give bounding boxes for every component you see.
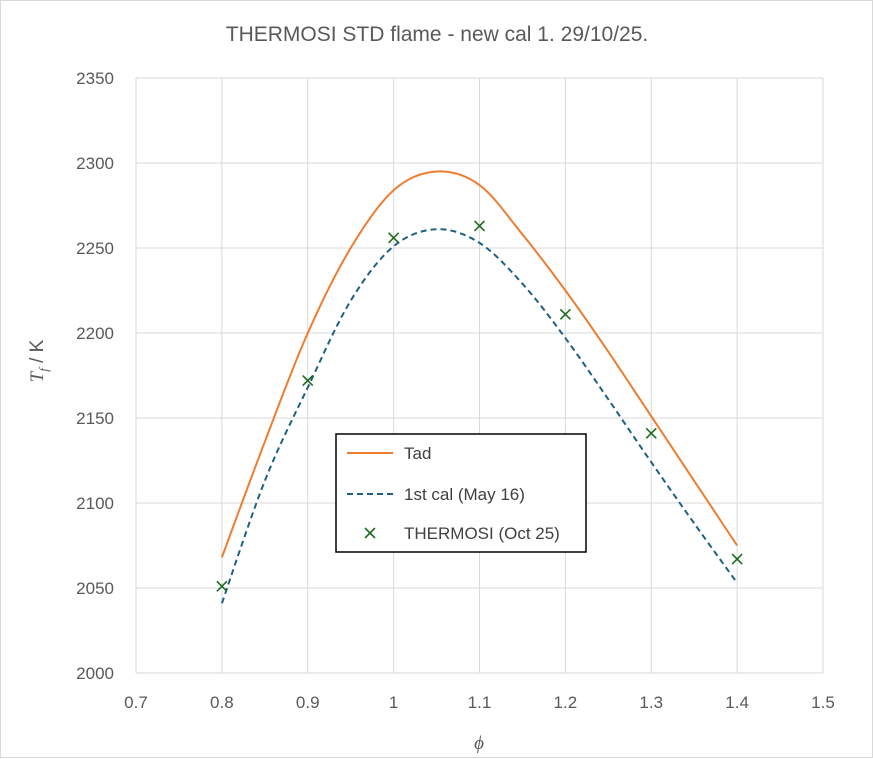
thermosi-marker (216, 580, 228, 592)
thermosi-marker (473, 220, 486, 232)
y-tick-label: 2250 (76, 239, 114, 258)
first-cal-series-line (220, 228, 738, 604)
legend-label-1st-cal: 1st cal (May 16) (404, 485, 525, 504)
tick-layer: 2000 2050 2100 2150 2200 2250 2300 2350 0.7 0.8 0.… (76, 69, 835, 712)
x-tick-label: 0.8 (210, 693, 234, 712)
y-tick-label: 2200 (76, 324, 114, 343)
series-layer (216, 170, 743, 604)
x-tick-label: 1.5 (811, 693, 835, 712)
thermosi-marker (645, 427, 657, 439)
legend: Tad 1st cal (May 16) THERMOSI (Oct 25) (335, 433, 587, 553)
y-tick-label: 2150 (76, 409, 114, 428)
x-tick-label: 1.2 (554, 693, 578, 712)
legend-swatch-thermosi (364, 527, 376, 539)
x-tick-label: 1.1 (468, 693, 492, 712)
y-tick-label: 2300 (76, 154, 114, 173)
y-tick-label: 2000 (76, 664, 114, 683)
y-axis-title-sub: f (36, 366, 51, 372)
legend-label-tad: Tad (404, 444, 431, 463)
chart-title: THERMOSI STD flame - new cal 1. 29/10/25… (226, 23, 648, 46)
tad-series-line (220, 170, 738, 558)
x-tick-label: 1.4 (725, 693, 749, 712)
grid-layer (135, 77, 824, 674)
thermosi-marker (731, 553, 743, 565)
x-tick-label: 0.9 (296, 693, 320, 712)
legend-label-thermosi: THERMOSI (Oct 25) (404, 524, 560, 543)
x-axis-title: ϕ (474, 733, 484, 754)
y-axis-title-main: T (27, 370, 48, 382)
y-tick-label: 2350 (76, 69, 114, 88)
thermosi-marker (302, 375, 314, 387)
legend-marker-thermosi (364, 527, 376, 539)
x-tick-label: 1.3 (639, 693, 663, 712)
y-axis-title-unit: / K (27, 339, 48, 368)
x-tick-label: 1 (389, 693, 398, 712)
y-tick-label: 2050 (76, 579, 114, 598)
x-tick-label: 0.7 (124, 693, 148, 712)
thermosi-marker (559, 308, 571, 320)
y-axis-title: Tf / K (27, 339, 51, 382)
y-tick-label: 2100 (76, 494, 114, 513)
thermosi-marker (388, 232, 400, 244)
